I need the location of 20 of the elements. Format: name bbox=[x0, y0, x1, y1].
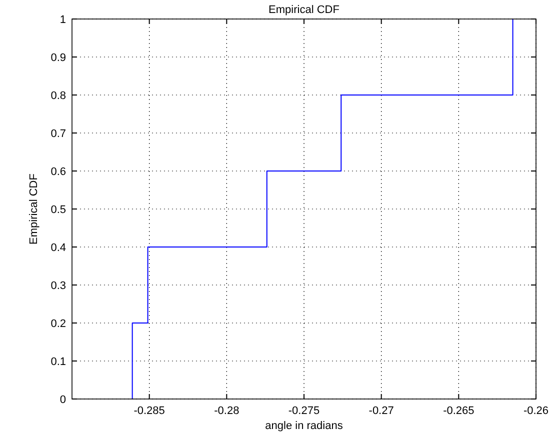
y-tick-label: 0.2 bbox=[50, 318, 66, 330]
y-tick-label: 0.9 bbox=[50, 52, 66, 64]
y-tick-label: 0 bbox=[60, 394, 66, 406]
x-tick-label: -0.275 bbox=[288, 405, 320, 417]
x-axis-title: angle in radians bbox=[265, 420, 344, 432]
x-tick-label: -0.285 bbox=[134, 405, 165, 417]
y-tick-label: 0.1 bbox=[50, 356, 66, 368]
y-tick-label: 0.4 bbox=[50, 242, 66, 254]
y-tick-label: 0.6 bbox=[50, 166, 66, 178]
x-tick-label: -0.27 bbox=[368, 405, 394, 417]
x-tick-label: -0.265 bbox=[443, 405, 474, 417]
x-tick-label: -0.28 bbox=[214, 405, 240, 417]
y-tick-label: 0.5 bbox=[50, 204, 66, 216]
y-tick-label: 1 bbox=[60, 14, 66, 26]
chart-title: Empirical CDF bbox=[268, 4, 340, 16]
y-tick-label: 0.8 bbox=[50, 90, 66, 102]
y-axis-title: Empirical CDF bbox=[28, 173, 40, 244]
y-tick-label: 0.3 bbox=[50, 280, 66, 292]
x-tick-label: -0.26 bbox=[523, 405, 549, 417]
y-tick-label: 0.7 bbox=[50, 128, 66, 140]
